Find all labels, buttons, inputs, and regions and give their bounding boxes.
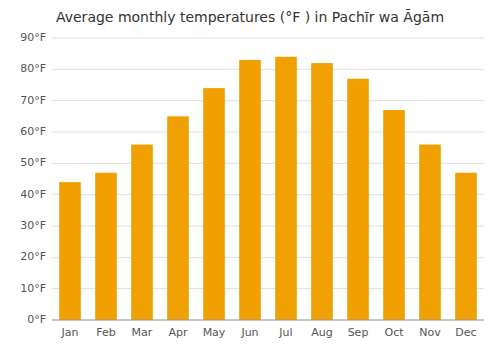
x-tick-label: Sep — [348, 326, 369, 339]
x-tick-label: Jun — [240, 326, 258, 339]
x-tick-label: Jan — [61, 326, 79, 339]
bar — [275, 57, 297, 320]
bars — [59, 57, 477, 320]
y-tick-label: 10°F — [20, 282, 46, 295]
grid-line — [52, 100, 484, 101]
bar — [383, 110, 405, 320]
bar — [347, 79, 369, 320]
y-ticks: 0°F 10°F 20°F 30°F 40°F 50°F 60°F 70°F 80°F 90°F — [20, 31, 46, 326]
x-tick-label: May — [203, 326, 226, 339]
x-tick-label: Feb — [96, 326, 115, 339]
y-tick-label: 30°F — [20, 219, 46, 232]
x-tick-label: Dec — [455, 326, 476, 339]
chart-svg: 0°F 10°F 20°F 30°F 40°F 50°F 60°F 70°F 80°F 90°F J… — [0, 0, 500, 350]
grid-line — [52, 38, 484, 39]
bar — [419, 145, 441, 320]
y-tick-label: 0°F — [27, 313, 46, 326]
x-tick-label: Jul — [278, 326, 292, 339]
y-tick-label: 20°F — [20, 250, 46, 263]
y-tick-label: 80°F — [20, 62, 46, 75]
x-tick-label: Mar — [132, 326, 153, 339]
x-tick-label: Apr — [168, 326, 188, 339]
y-tick-label: 90°F — [20, 31, 46, 44]
y-tick-label: 50°F — [20, 156, 46, 169]
x-ticks: Jan Feb Mar Apr May Jun Jul Aug Sep Oct Nov Dec — [61, 326, 477, 339]
bar — [455, 173, 477, 320]
x-tick-label: Aug — [311, 326, 332, 339]
page: {"chart_data": {"type": "bar", "title": … — [0, 0, 500, 350]
bar — [311, 63, 333, 320]
y-tick-label: 40°F — [20, 188, 46, 201]
grid-line — [52, 69, 484, 70]
x-axis-line — [52, 320, 484, 321]
y-grid — [52, 38, 484, 320]
y-tick-label: 70°F — [20, 94, 46, 107]
grid-line — [52, 132, 484, 133]
bar — [203, 88, 225, 320]
chart-container: 0°F 10°F 20°F 30°F 40°F 50°F 60°F 70°F 80°F 90°F J… — [0, 0, 500, 350]
title: Average monthly temperatures (°F ) in Pa… — [56, 9, 444, 25]
grid-line — [52, 320, 484, 321]
bar — [95, 173, 117, 320]
y-tick-label: 60°F — [20, 125, 46, 138]
x-tick-label: Nov — [419, 326, 441, 339]
bar — [131, 145, 153, 320]
bar — [167, 116, 189, 320]
bar — [239, 60, 261, 320]
bar — [59, 182, 81, 320]
x-tick-label: Oct — [384, 326, 404, 339]
